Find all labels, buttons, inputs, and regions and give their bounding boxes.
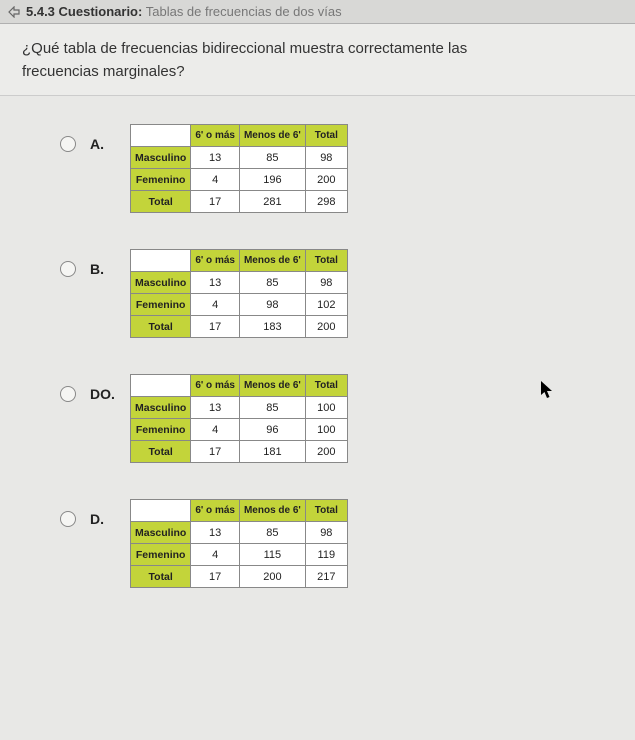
blank-cell [131, 250, 191, 272]
cell: 13 [191, 397, 240, 419]
cell: 4 [191, 294, 240, 316]
section-title: Cuestionario: [59, 4, 143, 19]
row-header: Total [131, 316, 191, 338]
cell: 183 [239, 316, 305, 338]
cell: 217 [305, 566, 347, 588]
row-header: Masculino [131, 397, 191, 419]
cell: 98 [305, 272, 347, 294]
col-header: Total [305, 500, 347, 522]
cell: 13 [191, 272, 240, 294]
option-b-label: B. [90, 261, 116, 277]
col-header: 6' o más [191, 375, 240, 397]
radio-c[interactable] [60, 386, 76, 402]
row-header: Femenino [131, 419, 191, 441]
cell: 102 [305, 294, 347, 316]
radio-a[interactable] [60, 136, 76, 152]
col-header: Total [305, 375, 347, 397]
cell: 115 [239, 544, 305, 566]
row-header: Masculino [131, 272, 191, 294]
col-header: Total [305, 250, 347, 272]
cell: 196 [239, 169, 305, 191]
option-c[interactable]: DO. 6' o más Menos de 6' Total Masculino… [60, 374, 611, 463]
cursor-icon [540, 380, 556, 400]
cell: 4 [191, 169, 240, 191]
table-b: 6' o más Menos de 6' Total Masculino 13 … [130, 249, 348, 338]
col-header: 6' o más [191, 125, 240, 147]
cell: 298 [305, 191, 347, 213]
question-text: ¿Qué tabla de frecuencias bidireccional … [22, 38, 613, 83]
cell: 200 [305, 169, 347, 191]
row-header: Masculino [131, 522, 191, 544]
cell: 100 [305, 419, 347, 441]
col-header: 6' o más [191, 500, 240, 522]
cell: 85 [239, 147, 305, 169]
question-line1: ¿Qué tabla de frecuencias bidireccional … [22, 40, 467, 57]
col-header: Menos de 6' [239, 125, 305, 147]
blank-cell [131, 375, 191, 397]
back-icon[interactable] [8, 6, 18, 18]
blank-cell [131, 500, 191, 522]
option-a[interactable]: A. 6' o más Menos de 6' Total Masculino … [60, 124, 611, 213]
col-header: Menos de 6' [239, 500, 305, 522]
cell: 200 [239, 566, 305, 588]
section-subtitle: Tablas de frecuencias de dos vías [146, 4, 342, 19]
col-header: Menos de 6' [239, 375, 305, 397]
col-header: Menos de 6' [239, 250, 305, 272]
cell: 17 [191, 566, 240, 588]
cell: 98 [305, 522, 347, 544]
cell: 13 [191, 522, 240, 544]
option-b[interactable]: B. 6' o más Menos de 6' Total Masculino … [60, 249, 611, 338]
row-header: Masculino [131, 147, 191, 169]
radio-d[interactable] [60, 511, 76, 527]
row-header: Femenino [131, 169, 191, 191]
cell: 98 [239, 294, 305, 316]
cell: 119 [305, 544, 347, 566]
table-c: 6' o más Menos de 6' Total Masculino 13 … [130, 374, 348, 463]
cell: 85 [239, 397, 305, 419]
option-c-label: DO. [90, 386, 116, 402]
cell: 181 [239, 441, 305, 463]
topbar: 5.4.3 Cuestionario: Tablas de frecuencia… [0, 0, 635, 24]
row-header: Total [131, 191, 191, 213]
cell: 4 [191, 419, 240, 441]
cell: 281 [239, 191, 305, 213]
cell: 98 [305, 147, 347, 169]
row-header: Total [131, 441, 191, 463]
table-d: 6' o más Menos de 6' Total Masculino 13 … [130, 499, 348, 588]
option-d-label: D. [90, 511, 116, 527]
cell: 200 [305, 316, 347, 338]
question-line2: frecuencias marginales? [22, 63, 185, 80]
section-number: 5.4.3 [26, 4, 55, 19]
cell: 17 [191, 316, 240, 338]
row-header: Femenino [131, 544, 191, 566]
row-header: Femenino [131, 294, 191, 316]
cell: 4 [191, 544, 240, 566]
table-a: 6' o más Menos de 6' Total Masculino 13 … [130, 124, 348, 213]
cell: 17 [191, 441, 240, 463]
radio-b[interactable] [60, 261, 76, 277]
cell: 200 [305, 441, 347, 463]
options-container: A. 6' o más Menos de 6' Total Masculino … [0, 96, 635, 634]
col-header: Total [305, 125, 347, 147]
cell: 100 [305, 397, 347, 419]
cell: 13 [191, 147, 240, 169]
row-header: Total [131, 566, 191, 588]
blank-cell [131, 125, 191, 147]
option-d[interactable]: D. 6' o más Menos de 6' Total Masculino … [60, 499, 611, 588]
col-header: 6' o más [191, 250, 240, 272]
cell: 17 [191, 191, 240, 213]
cell: 85 [239, 522, 305, 544]
question-area: ¿Qué tabla de frecuencias bidireccional … [0, 24, 635, 96]
cell: 96 [239, 419, 305, 441]
option-a-label: A. [90, 136, 116, 152]
cell: 85 [239, 272, 305, 294]
